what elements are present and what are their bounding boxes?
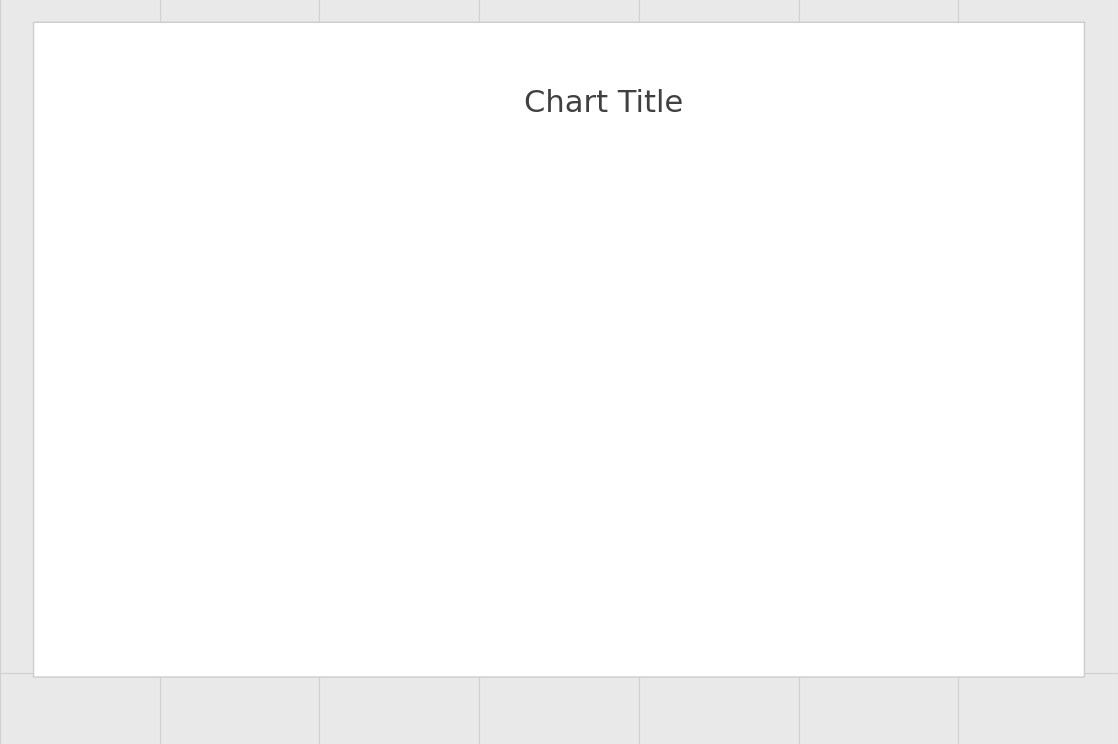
Text: Chart Title: Chart Title [524,89,683,118]
Bar [177,134,361,420]
Bar [512,134,695,362]
Bar [846,134,1031,308]
Bar [177,420,361,580]
Bar [512,362,695,580]
Bar [846,308,1031,580]
Legend: Series1, Series2: Series1, Series2 [492,647,716,680]
